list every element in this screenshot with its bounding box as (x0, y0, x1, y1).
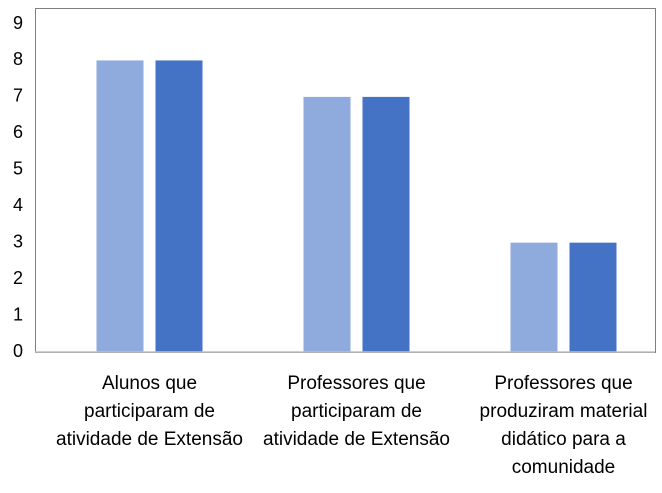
x-tick-label: Professores que participaram de atividad… (263, 373, 450, 450)
bar (362, 96, 410, 352)
y-tick-label: 3 (13, 231, 23, 251)
bar (303, 96, 351, 352)
y-tick-label: 8 (13, 49, 23, 69)
y-tick-label: 9 (13, 13, 23, 33)
bar (155, 60, 203, 352)
bar (569, 242, 617, 352)
bar (510, 242, 558, 352)
y-tick-label: 0 (13, 341, 23, 361)
y-tick-label: 2 (13, 268, 23, 288)
x-tick-label: Professores que produziram material didá… (479, 373, 648, 478)
y-tick-label: 6 (13, 122, 23, 142)
y-tick-label: 4 (13, 195, 23, 215)
y-tick-label: 1 (13, 304, 23, 324)
x-tick-label: Alunos que participaram de atividade de … (56, 373, 243, 450)
y-tick-label: 7 (13, 86, 23, 106)
y-tick-label: 5 (13, 159, 23, 179)
bar (96, 60, 144, 352)
